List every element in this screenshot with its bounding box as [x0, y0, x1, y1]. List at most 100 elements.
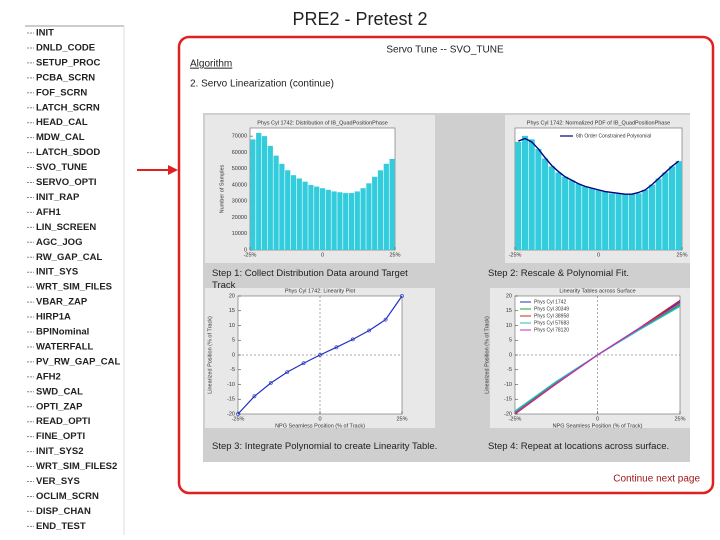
y-axis-label: Linearized Position (% of Track)	[207, 316, 213, 394]
point-marker	[350, 337, 355, 342]
histogram-bar	[608, 193, 615, 250]
arrow-head	[168, 165, 178, 175]
histogram-bar	[360, 188, 366, 250]
histogram-bar	[575, 183, 582, 250]
histogram-bar	[662, 172, 669, 250]
x-axis-label: NPG Seamless Position (% of Track)	[553, 423, 643, 429]
y-tick-label: 20	[229, 293, 235, 299]
histogram-bar	[302, 181, 308, 250]
histogram-bar	[515, 141, 522, 250]
histogram-bar	[296, 178, 302, 250]
y-tick-label: 0	[509, 352, 512, 358]
point-marker	[400, 294, 404, 298]
y-tick-label: 0	[244, 247, 247, 253]
histogram-bar	[648, 184, 655, 250]
y-tick-label: 50000	[232, 166, 247, 172]
point-marker	[285, 370, 290, 375]
y-tick-label: 15	[229, 308, 235, 314]
panel-heading: Algorithm	[190, 59, 232, 70]
point-marker	[334, 345, 339, 350]
tree-item: SVO_TUNE	[36, 162, 87, 173]
x-tick-label: -25%	[509, 252, 522, 258]
histogram-bar	[366, 183, 372, 250]
tree-item: INIT	[36, 28, 54, 39]
tree-item: VER_SYS	[36, 476, 80, 487]
tree-item: PV_RW_GAP_CAL	[36, 356, 120, 367]
x-tick-label: 25%	[396, 416, 407, 422]
histogram-bar	[354, 191, 360, 250]
tree-item: WRT_SIM_FILES	[36, 282, 112, 293]
slide-title: PRE2 - Pretest 2	[292, 9, 427, 29]
histogram-bar	[279, 163, 285, 250]
panel-border	[177, 35, 715, 495]
histogram-bar	[588, 188, 595, 250]
x-tick-label: 0	[321, 252, 324, 258]
chart-title: Linearity Tables across Surface	[559, 288, 635, 294]
y-tick-label: 10	[506, 323, 512, 329]
point-marker	[301, 361, 306, 366]
histogram-bar	[308, 184, 314, 250]
chart-title: Phys Cyl 1742: Normalized PDF of IB_Quad…	[527, 120, 670, 126]
y-tick-label: -5	[230, 367, 235, 373]
legend-label: 6th Order Constrained Polynomial	[576, 133, 651, 139]
histogram-bar	[314, 186, 320, 250]
tree-item: SWD_CAL	[36, 386, 83, 397]
point-marker	[383, 317, 388, 322]
y-axis-label: Number of Samples	[219, 164, 225, 213]
histogram-bar	[542, 158, 549, 250]
histogram-bar	[535, 148, 542, 250]
tree-item: FOF_SCRN	[36, 87, 87, 98]
fit-line	[518, 137, 680, 195]
histogram-bar	[568, 180, 575, 250]
histogram-bar	[285, 170, 291, 250]
histogram-bar	[622, 194, 629, 250]
y-tick-label: 40000	[232, 182, 247, 188]
y-axis-label: Linearized Position (% of Track)	[484, 316, 490, 394]
tree-item: MDW_CAL	[36, 132, 85, 143]
tree-item: INIT_RAP	[36, 192, 80, 203]
y-tick-label: -20	[504, 411, 512, 417]
tree-item: OCLIM_SCRN	[36, 491, 99, 502]
histogram-bar	[261, 136, 268, 250]
y-tick-label: -10	[504, 382, 512, 388]
y-tick-label: 70000	[232, 134, 247, 140]
panel-title: Servo Tune -- SVO_TUNE	[386, 45, 504, 56]
legend-label: Phys Cyl 38958	[534, 313, 569, 319]
tree-item: FINE_OPTI	[36, 431, 85, 442]
continue-note: Continue next page	[613, 474, 700, 485]
histogram-bar	[521, 135, 529, 250]
step-text: Step 3: Integrate Polynomial to create L…	[212, 441, 438, 452]
histogram-bar	[325, 189, 331, 250]
tree-item: BPINominal	[36, 327, 89, 338]
histogram-bar	[383, 163, 389, 250]
tree-item: LATCH_SDOD	[36, 147, 100, 158]
histogram-bar	[267, 145, 273, 250]
chart-title: Phys Cyl 1742: Distribution of IB_QuadPo…	[257, 120, 388, 126]
chart-title: Phys Cyl 1742: Linearity Plot	[285, 288, 356, 294]
x-tick-label: 25%	[674, 416, 685, 422]
histogram-bar	[675, 161, 682, 250]
tree-item: AFH2	[36, 371, 61, 382]
histogram-bar	[602, 191, 609, 250]
y-tick-label: 10000	[232, 231, 247, 237]
tree-item: READ_OPTI	[36, 416, 90, 427]
tree-item: OPTI_ZAP	[36, 401, 83, 412]
tree-item: WRT_SIM_FILES2	[36, 461, 117, 472]
tree-item: HEAD_CAL	[36, 117, 88, 128]
y-tick-label: 20	[506, 293, 512, 299]
histogram-bar	[555, 172, 562, 250]
histogram-bar	[548, 166, 555, 250]
tree-item: INIT_SYS2	[36, 446, 84, 457]
x-tick-label: 25%	[389, 252, 400, 258]
histogram-bar	[642, 189, 649, 250]
histogram-bar	[635, 193, 642, 250]
tree-item: SETUP_PROC	[36, 57, 101, 68]
tree-item: INIT_SYS	[36, 267, 78, 278]
x-tick-label: 0	[318, 416, 321, 422]
tree-item: HIRP1A	[36, 312, 71, 323]
x-tick-label: 0	[597, 252, 600, 258]
x-tick-label: -25%	[232, 416, 245, 422]
histogram-bar	[528, 139, 535, 250]
y-tick-label: -15	[227, 397, 235, 403]
